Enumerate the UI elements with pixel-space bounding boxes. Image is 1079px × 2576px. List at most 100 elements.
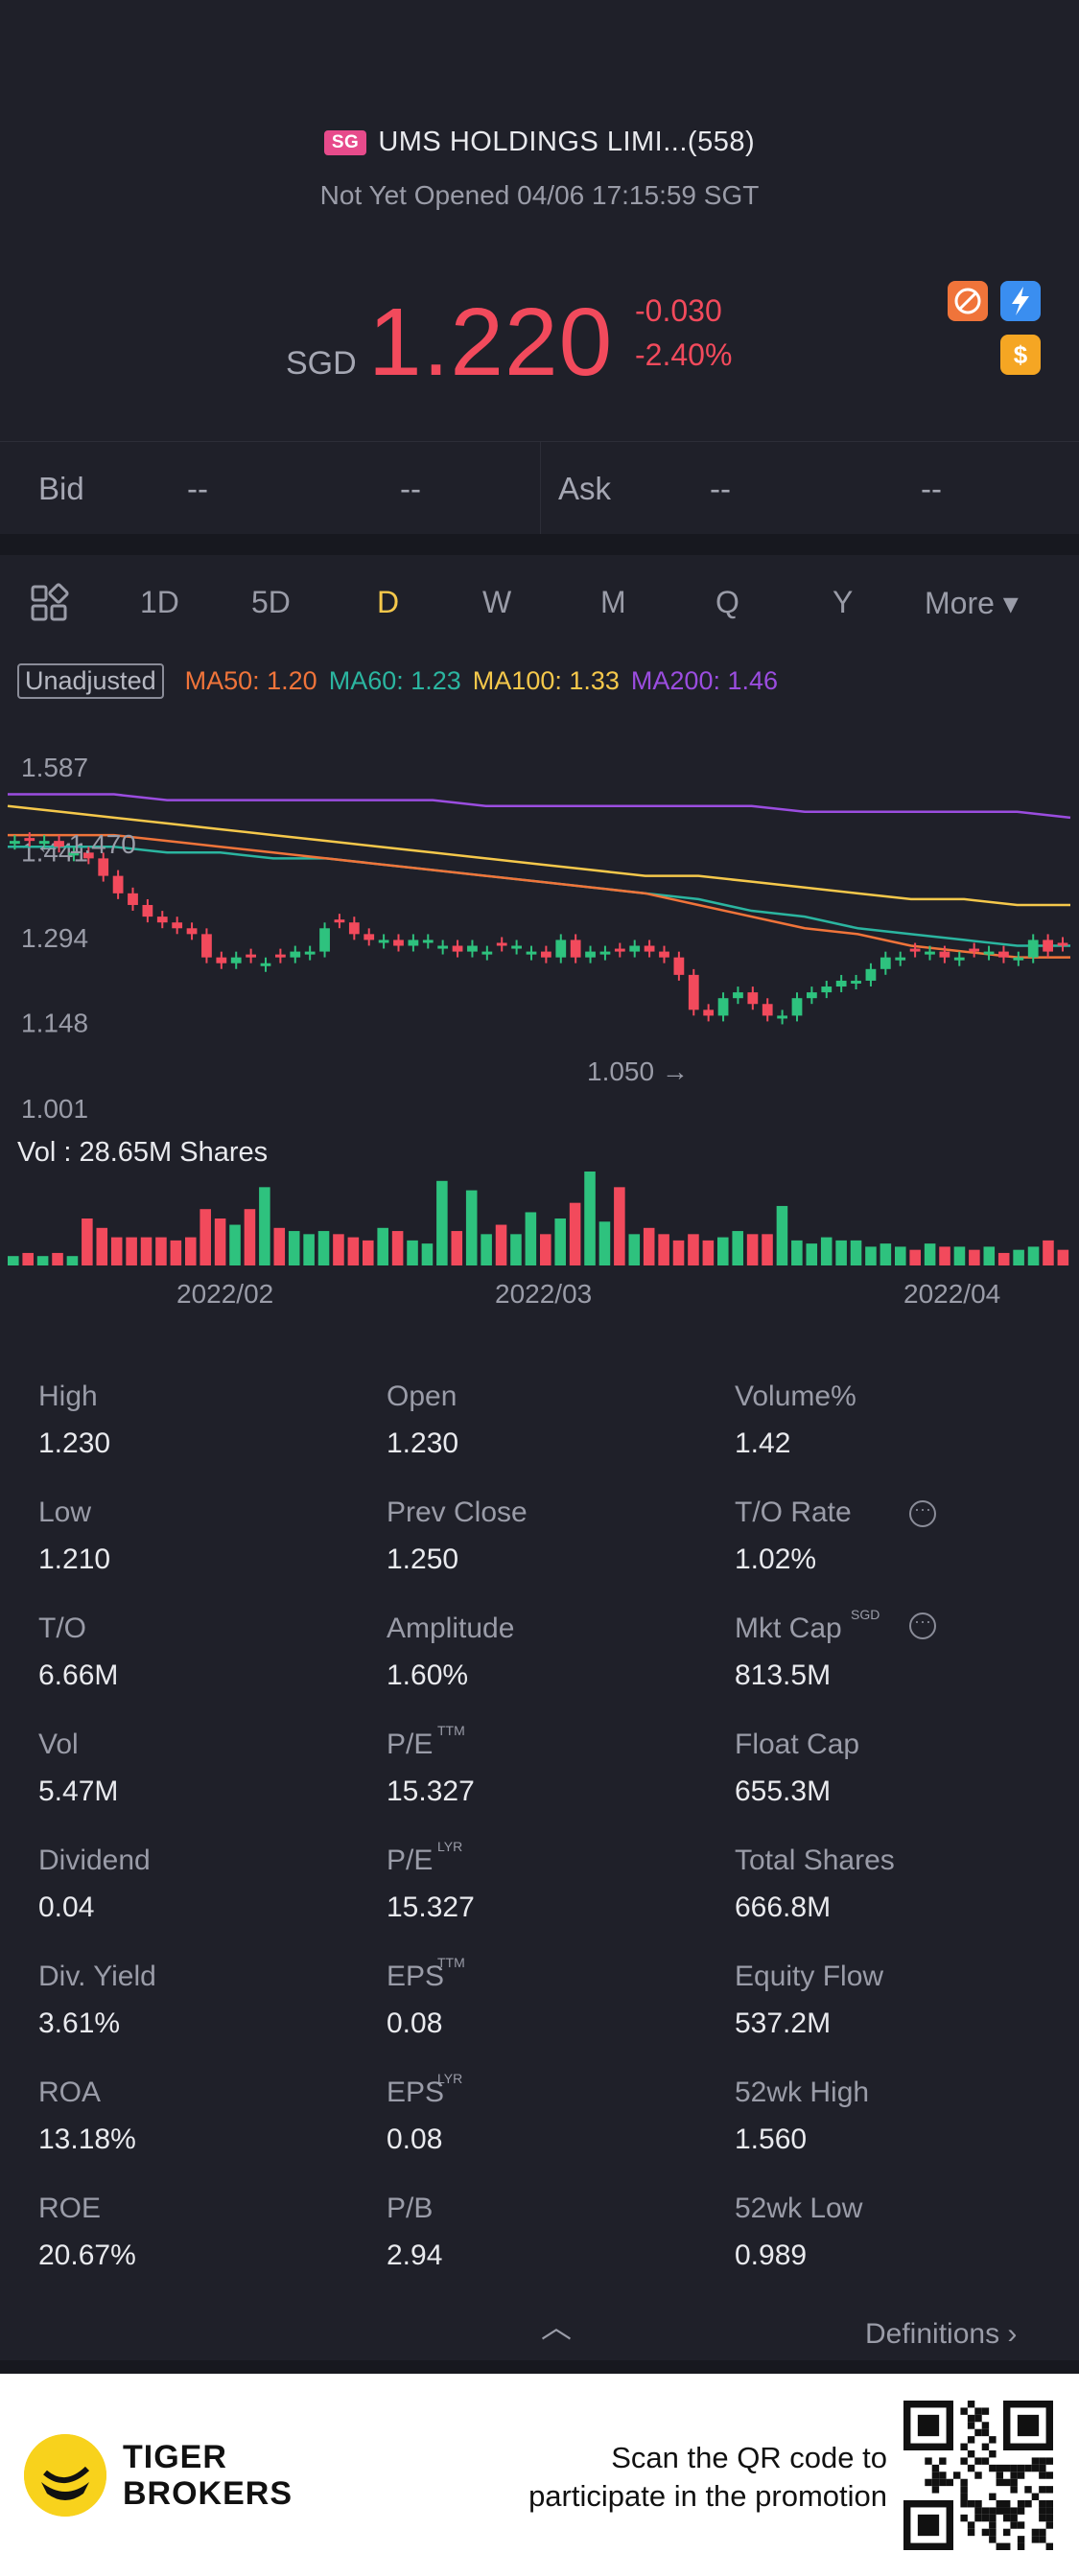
stat-label: Dividend <box>38 1845 151 1876</box>
stat-label: Mkt Cap <box>735 1613 842 1644</box>
candle <box>983 945 995 961</box>
volume-bar <box>347 1237 360 1265</box>
volume-bar <box>762 1234 773 1265</box>
volume-bar <box>288 1231 300 1265</box>
candle <box>54 835 64 853</box>
candle <box>821 981 833 999</box>
candle <box>260 957 271 972</box>
stat-value: 5.47M <box>38 1775 119 1807</box>
stat-label: P/E <box>387 1729 434 1760</box>
candle <box>467 940 478 958</box>
volume-chart[interactable] <box>0 1170 1079 1265</box>
volume-bar <box>598 1221 611 1265</box>
definitions-link[interactable]: Definitions › <box>865 2318 1018 2350</box>
volume-bar <box>806 1243 818 1265</box>
stat-value: 537.2M <box>735 2007 832 2039</box>
stat-value: 1.250 <box>387 1543 459 1575</box>
ma60-line <box>8 845 1070 947</box>
ma-legend: Unadjusted MA50: 1.20 MA60: 1.23 MA100: 1.3… <box>17 663 789 699</box>
qr-code-icon[interactable] <box>903 2401 1053 2550</box>
volume-bar <box>36 1256 49 1265</box>
stat-label: Div. Yield <box>38 1961 156 1992</box>
candle <box>230 951 242 969</box>
y-tick-label: 1.294 <box>21 923 88 953</box>
unadjusted-toggle[interactable]: Unadjusted <box>17 663 164 699</box>
mkt-cap-info-icon[interactable]: ··· <box>909 1613 936 1639</box>
candle <box>747 986 759 1010</box>
volume-bar <box>1043 1240 1054 1265</box>
stat-label: 52wk Low <box>735 2193 863 2224</box>
market-badge: SG <box>323 130 367 155</box>
stat-label: P/B <box>387 2193 434 2224</box>
candle <box>408 934 419 952</box>
stat-label: EPS <box>387 1961 445 1992</box>
candle <box>112 870 124 899</box>
tab-more[interactable]: More ▾ <box>925 586 1019 620</box>
candle <box>998 945 1009 963</box>
volume-bar <box>52 1252 63 1265</box>
stat-label: Amplitude <box>387 1613 515 1644</box>
chart-layout-icon[interactable] <box>29 583 69 631</box>
candle <box>10 835 20 850</box>
y-tick-label: 1.587 <box>21 753 88 782</box>
volume-bar <box>126 1237 137 1265</box>
volume-bar <box>214 1218 226 1265</box>
candle <box>969 942 980 958</box>
ma200-value: MA200: 1.46 <box>630 666 779 695</box>
candle <box>925 945 935 961</box>
volume-bar <box>969 1249 980 1265</box>
candle <box>422 934 434 949</box>
volume-bar <box>717 1237 729 1265</box>
volume-bar <box>199 1209 211 1265</box>
stat-value: 0.989 <box>735 2239 808 2271</box>
candle <box>1057 937 1068 952</box>
volume-bar <box>865 1246 877 1265</box>
candle <box>201 928 212 963</box>
candle <box>599 945 611 961</box>
tab-q[interactable]: Q <box>715 585 739 619</box>
candle <box>807 986 817 1005</box>
promo-banner[interactable]: TIGER BROKERS Scan the QR code to partic… <box>0 2374 1079 2576</box>
volume-bar <box>82 1218 93 1265</box>
tab-d[interactable]: D <box>377 585 400 619</box>
tab-w[interactable]: W <box>482 585 512 619</box>
volume-bar <box>481 1234 492 1265</box>
candle <box>880 951 891 975</box>
volume-bar <box>776 1205 788 1265</box>
low-annotation: 1.050 → <box>587 1056 689 1086</box>
volume-bar <box>688 1234 699 1265</box>
candle <box>319 922 330 958</box>
dollar-icon[interactable]: $ <box>1000 335 1041 375</box>
stat-label: High <box>38 1381 98 1412</box>
tiger-logo-icon <box>24 2434 106 2517</box>
volume-bar <box>436 1180 448 1265</box>
tab-m[interactable]: M <box>600 585 626 619</box>
candle <box>733 986 743 1005</box>
candle <box>1013 951 1024 966</box>
y-tick-label: 1.001 <box>21 1094 88 1124</box>
tab-5d[interactable]: 5D <box>251 585 291 619</box>
volume-bar <box>791 1240 803 1265</box>
stat-label: ROA <box>38 2077 102 2108</box>
candle <box>98 852 109 882</box>
volume-bar <box>820 1237 833 1265</box>
lightning-icon[interactable] <box>1000 281 1041 321</box>
volume-bar <box>658 1234 669 1265</box>
collapse-chevron-icon[interactable]: ︿ <box>541 2309 573 2344</box>
candle <box>128 887 138 911</box>
to-rate-info-icon[interactable]: ··· <box>909 1500 936 1527</box>
volume-bar <box>1027 1246 1040 1265</box>
tab-y[interactable]: Y <box>833 585 854 619</box>
volume-bar <box>333 1234 344 1265</box>
candle <box>304 945 316 961</box>
volume-bar <box>554 1218 566 1265</box>
no-short-icon[interactable] <box>948 281 988 321</box>
brand-line2: BROKERS <box>123 2475 293 2512</box>
stat-label-superscript: TTM <box>437 1723 465 1738</box>
volume-bar <box>643 1227 655 1265</box>
candle <box>38 835 50 850</box>
tab-1d[interactable]: 1D <box>140 585 179 619</box>
volume-bar <box>939 1246 950 1265</box>
volume-bar <box>880 1243 892 1265</box>
